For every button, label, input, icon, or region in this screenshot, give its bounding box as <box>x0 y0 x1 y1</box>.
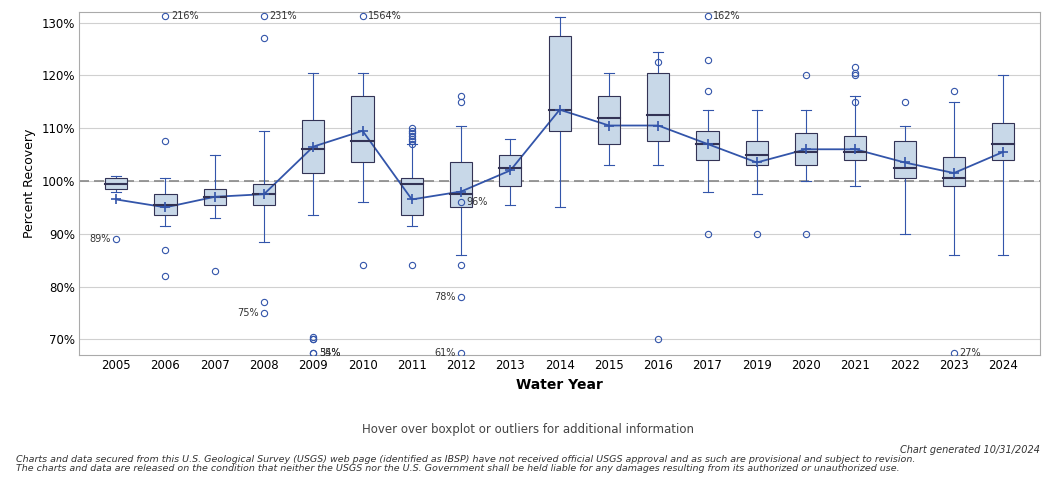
Bar <box>154 194 176 216</box>
Y-axis label: Percent Recovery: Percent Recovery <box>23 129 36 238</box>
Text: 162%: 162% <box>713 11 740 21</box>
Bar <box>499 155 522 186</box>
Text: 96%: 96% <box>467 197 488 207</box>
Bar <box>943 157 965 186</box>
Bar <box>499 155 522 186</box>
Bar <box>450 162 472 207</box>
Bar <box>647 73 670 141</box>
Bar <box>253 184 275 205</box>
Bar <box>697 131 718 160</box>
Bar <box>401 179 423 216</box>
Text: 54%: 54% <box>319 348 340 358</box>
Text: 231%: 231% <box>269 11 297 21</box>
Text: 1564%: 1564% <box>369 11 402 21</box>
Bar <box>845 136 866 160</box>
Bar <box>450 162 472 207</box>
Text: 61%: 61% <box>434 348 455 358</box>
Bar <box>352 96 374 162</box>
Bar <box>106 178 128 189</box>
Bar <box>845 136 866 160</box>
Bar <box>893 142 916 179</box>
Bar <box>697 131 718 160</box>
Text: Chart generated 10/31/2024: Chart generated 10/31/2024 <box>900 445 1040 456</box>
Bar <box>993 123 1014 160</box>
Bar <box>204 189 226 205</box>
Bar <box>352 96 374 162</box>
Text: 89%: 89% <box>89 234 111 244</box>
Bar <box>154 194 176 216</box>
Text: Charts and data secured from this U.S. Geological Survey (USGS) web page (identi: Charts and data secured from this U.S. G… <box>16 455 916 464</box>
Bar <box>746 141 768 165</box>
Bar <box>302 120 324 173</box>
Bar <box>598 96 620 144</box>
Text: 35%: 35% <box>319 348 340 358</box>
Text: 75%: 75% <box>237 308 259 318</box>
Bar <box>943 157 965 186</box>
Bar <box>549 36 570 131</box>
X-axis label: Water Year: Water Year <box>516 378 603 392</box>
Text: 78%: 78% <box>434 292 455 302</box>
Bar <box>598 96 620 144</box>
Bar <box>795 133 817 165</box>
Bar <box>549 36 570 131</box>
Text: 27%: 27% <box>960 348 981 358</box>
Bar <box>253 184 275 205</box>
Text: Hover over boxplot or outliers for additional information: Hover over boxplot or outliers for addit… <box>362 423 694 436</box>
Text: 216%: 216% <box>171 11 199 21</box>
Bar <box>893 142 916 179</box>
Bar <box>647 73 670 141</box>
Bar <box>106 178 128 189</box>
Bar <box>401 179 423 216</box>
Bar <box>795 133 817 165</box>
Bar <box>204 189 226 205</box>
Bar <box>302 120 324 173</box>
Bar <box>993 123 1014 160</box>
Text: The charts and data are released on the condition that neither the USGS nor the : The charts and data are released on the … <box>16 464 900 473</box>
Bar <box>746 141 768 165</box>
